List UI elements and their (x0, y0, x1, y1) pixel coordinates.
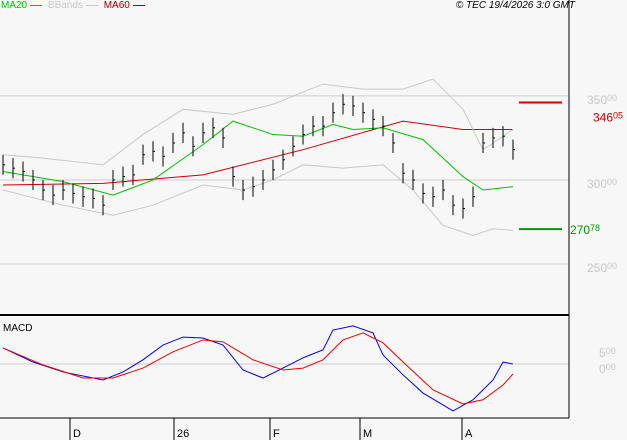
legend-ma20-label: MA20 (1, 0, 28, 11)
legend-ma60-label: MA60 (103, 0, 130, 11)
y-tick-label: 35000 (587, 93, 617, 107)
macd-y-tick-label: 500 (599, 346, 616, 360)
legend-ma60-swatch (132, 4, 145, 6)
y-tick-label: 30000 (587, 177, 617, 191)
target-level-label-dec: 78 (590, 223, 600, 233)
series-ma60 (2, 120, 513, 186)
legend: MA20 BBands MA60 (1, 0, 145, 11)
macd-series-signal (2, 332, 514, 405)
legend-ma60: MA60 (104, 0, 145, 11)
series-bbands-upper (2, 78, 514, 166)
x-tick-label: D (73, 428, 81, 440)
macd-title: MACD (3, 323, 32, 334)
y-tick-label-int: 300 (587, 177, 607, 191)
target-level-label-int: 346 (593, 111, 613, 125)
y-tick-label-dec: 00 (607, 93, 617, 103)
x-tick-label: 26 (177, 428, 189, 440)
macd-y-tick-label-dec: 00 (606, 362, 616, 372)
x-tick-label: F (273, 428, 280, 440)
y-tick-label-int: 350 (587, 93, 607, 107)
x-tick-label: M (363, 428, 372, 440)
target-level-label-int: 270 (570, 223, 590, 237)
y-tick-label-dec: 00 (607, 261, 617, 271)
target-level-label: 34605 (593, 111, 623, 125)
legend-bbands: BBands (48, 0, 98, 11)
legend-ma20-swatch (29, 4, 42, 6)
legend-bbands-swatch (85, 4, 98, 6)
copyright: © TEC 19/4/2026 3:0 GMT (455, 0, 575, 11)
macd-series-macd (2, 325, 514, 412)
macd-y-tick-label-dec: 00 (606, 346, 616, 356)
macd-y-tick-label: 000 (599, 362, 616, 376)
macd-y-tick-label-int: 5 (599, 346, 606, 360)
y-tick-label-dec: 00 (607, 177, 617, 187)
y-tick-label-int: 250 (587, 261, 607, 275)
y-tick-label: 25000 (587, 261, 617, 275)
macd-y-tick-label-int: 0 (599, 362, 606, 376)
x-tick-label: A (465, 428, 473, 440)
legend-bbands-label: BBands (47, 0, 83, 11)
target-level-label-dec: 05 (613, 111, 623, 121)
series-bbands-lower (2, 164, 514, 236)
legend-ma20: MA20 (1, 0, 42, 11)
target-level-label: 27078 (570, 223, 600, 237)
